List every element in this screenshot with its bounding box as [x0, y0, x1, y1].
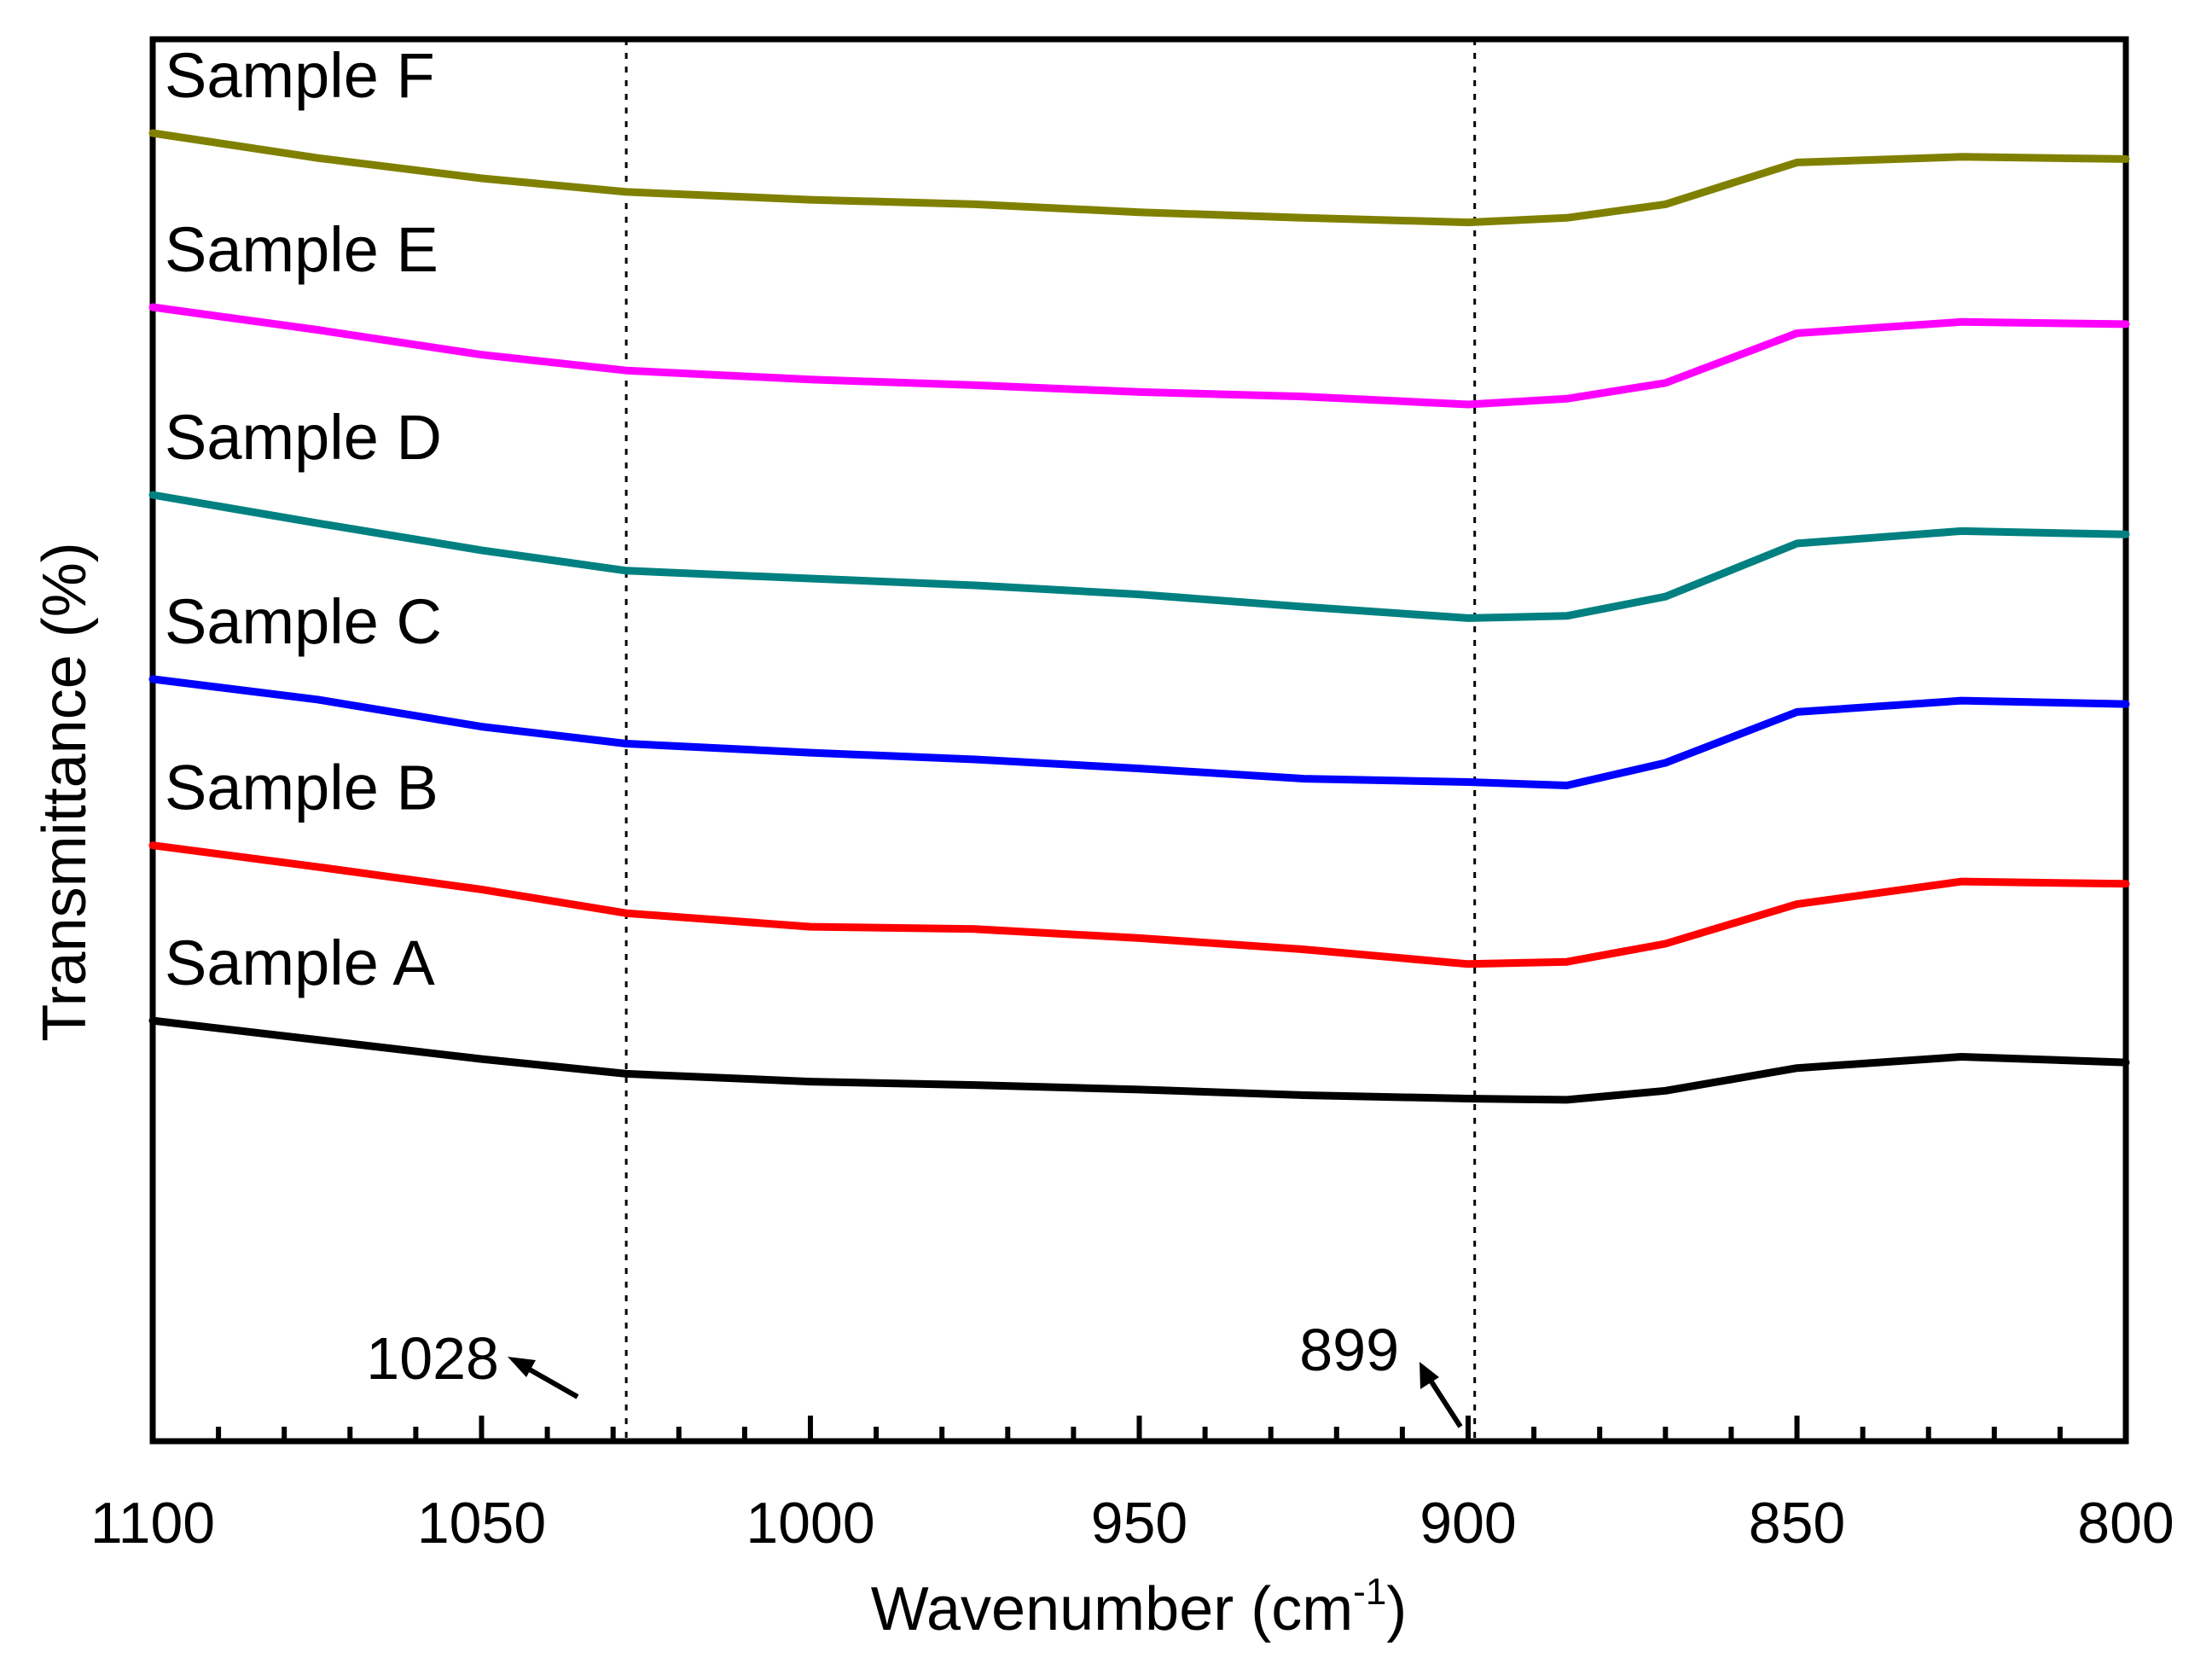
series-label-sample-b: Sample B	[165, 753, 438, 823]
annotation-arrow-899	[1424, 1372, 1463, 1428]
series-line-sample-f	[148, 129, 2130, 227]
series-line-sample-a	[148, 1016, 2130, 1104]
annotation-label-899: 899	[1299, 1317, 1399, 1383]
series-line-sample-e	[148, 303, 2130, 409]
y-axis-title: Transmittance (%)	[31, 542, 99, 1041]
annotation-arrowhead-1028	[508, 1357, 536, 1377]
x-tick-label-950: 950	[1091, 1491, 1187, 1556]
x-tick-label-1050: 1050	[417, 1491, 546, 1556]
series-layer	[148, 129, 2130, 1104]
series-line-sample-c	[148, 675, 2130, 789]
series-line-sample-b	[148, 841, 2130, 968]
x-tick-labels: 1100 1050 1000 950 900 850 800	[90, 1491, 2174, 1556]
annotation-899: 899	[1299, 1317, 1463, 1428]
x-tick-label-800: 800	[2077, 1491, 2174, 1556]
series-label-sample-d: Sample D	[165, 402, 442, 473]
annotation-1028: 1028	[366, 1325, 579, 1399]
series-line-sample-d	[148, 491, 2130, 622]
x-axis-title: Wavenumber (cm-1)	[871, 1571, 1408, 1643]
series-label-sample-e: Sample E	[165, 214, 438, 285]
x-tick-label-1000: 1000	[746, 1491, 874, 1556]
annotation-arrowhead-899	[1420, 1362, 1439, 1389]
x-tick-label-900: 900	[1420, 1491, 1516, 1556]
tick-marks	[150, 1416, 2128, 1441]
annotation-label-1028: 1028	[366, 1325, 499, 1392]
series-label-sample-c: Sample C	[165, 586, 442, 657]
reference-lines	[624, 39, 1477, 1441]
x-tick-label-850: 850	[1749, 1491, 1845, 1556]
series-label-sample-a: Sample A	[165, 928, 435, 998]
plot-area-frame	[149, 36, 2129, 1445]
x-tick-label-1100: 1100	[90, 1491, 215, 1556]
series-label-sample-f: Sample F	[165, 40, 435, 111]
series-labels: Sample A Sample B Sample C Sample D Sample E…	[165, 40, 442, 998]
